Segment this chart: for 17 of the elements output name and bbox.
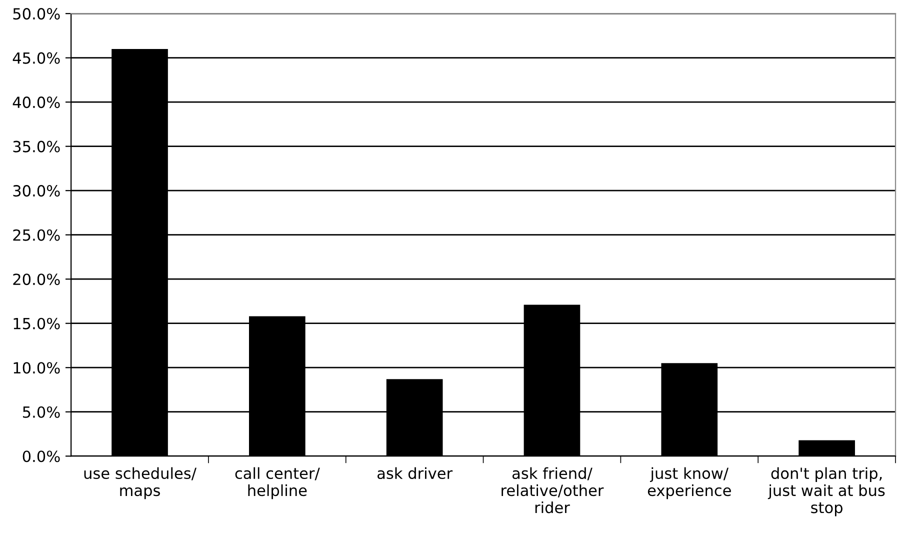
x-tick-label: call center/ helpline bbox=[235, 467, 320, 500]
y-tick-label: 50.0% bbox=[13, 8, 60, 20]
y-tick-label: 0.0% bbox=[22, 450, 60, 462]
x-tick-label: just know/ experience bbox=[648, 467, 731, 500]
y-tick-label: 10.0% bbox=[14, 362, 60, 374]
x-tick-label: ask driver bbox=[378, 467, 453, 480]
y-tick-label: 40.0% bbox=[12, 96, 60, 108]
y-tick-label: 15.0% bbox=[14, 318, 60, 330]
x-tick-label: ask friend/ relative/other rider bbox=[502, 467, 604, 514]
y-tick-label: 30.0% bbox=[13, 185, 60, 197]
x-tick-label: don't plan trip, just wait at bus stop bbox=[768, 467, 885, 516]
y-tick-label: 20.0% bbox=[13, 274, 60, 286]
y-tick-label: 5.0% bbox=[23, 406, 60, 418]
x-tick-label: use schedules/ maps bbox=[84, 467, 196, 500]
y-tick-label: 25.0% bbox=[13, 229, 60, 241]
y-tick-label: 35.0% bbox=[13, 140, 60, 152]
y-tick-label: 45.0% bbox=[12, 52, 60, 64]
